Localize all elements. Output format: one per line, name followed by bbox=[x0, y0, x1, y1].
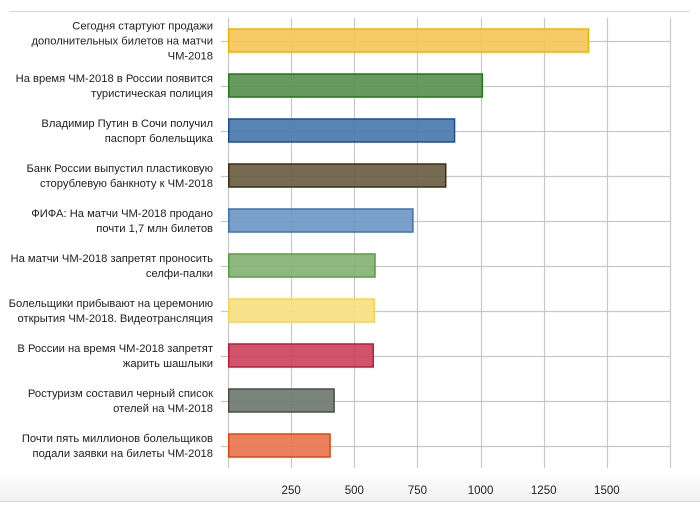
x-axis-band bbox=[0, 472, 700, 502]
category-labels: Сегодня стартуют продажи дополнительных б… bbox=[9, 21, 214, 461]
bar-7[interactable] bbox=[228, 298, 375, 323]
category-label-line: На время ЧМ-2018 в России появится bbox=[16, 73, 213, 85]
category-label-line: Болельщики прибывают на церемонию bbox=[9, 298, 213, 310]
bar-9[interactable] bbox=[228, 388, 335, 413]
x-tick-label: 500 bbox=[345, 485, 364, 497]
bar-4[interactable] bbox=[228, 163, 447, 188]
category-label-line: туристическая полиция bbox=[91, 88, 213, 100]
category-label-line: Ростуризм составил черный список bbox=[28, 388, 213, 400]
category-label: Владимир Путин в Сочи получил паспорт бол… bbox=[41, 118, 213, 145]
category-label: На время ЧМ-2018 в России появится турист… bbox=[16, 73, 213, 100]
bar-2[interactable] bbox=[228, 73, 484, 98]
x-tick-label: 1000 bbox=[468, 485, 494, 497]
category-label-line: Почти пять миллионов болельщиков bbox=[22, 433, 213, 445]
category-label-line: паспорт болельщика bbox=[105, 133, 214, 145]
bar-3[interactable] bbox=[228, 118, 456, 143]
category-label-line: сторублевую банкноту к ЧМ-2018 bbox=[40, 178, 213, 190]
x-tick-labels: 250 500 750 1000 1250 1500 bbox=[282, 485, 620, 497]
x-tick-label: 1500 bbox=[594, 485, 620, 497]
x-tick-label: 750 bbox=[408, 485, 427, 497]
bar-5[interactable] bbox=[228, 208, 414, 233]
x-tick-label: 250 bbox=[282, 485, 301, 497]
bar-6[interactable] bbox=[228, 253, 376, 278]
category-label-line: Владимир Путин в Сочи получил bbox=[41, 118, 213, 130]
category-label-line: ФИФА: На матчи ЧМ-2018 продано bbox=[31, 208, 213, 220]
category-label-line: отелей на ЧМ-2018 bbox=[113, 403, 213, 415]
category-label: ФИФА: На матчи ЧМ-2018 продано почти 1,7 … bbox=[31, 208, 213, 235]
category-label-line: почти 1,7 млн билетов bbox=[96, 223, 213, 235]
category-label-line: ЧМ-2018 bbox=[168, 51, 213, 63]
category-label: В России на время ЧМ-2018 запретят жарить… bbox=[17, 343, 213, 370]
category-label-line: В России на время ЧМ-2018 запретят bbox=[17, 343, 213, 355]
category-label-line: Банк России выпустил пластиковую bbox=[26, 163, 213, 175]
x-tick-label: 1250 bbox=[531, 485, 557, 497]
category-label-line: дополнительных билетов на матчи bbox=[31, 36, 213, 48]
bar-10[interactable] bbox=[228, 433, 331, 458]
category-label: Болельщики прибывают на церемонию открыти… bbox=[9, 298, 213, 325]
category-label: Сегодня стартуют продажи дополнительных б… bbox=[31, 21, 213, 63]
category-label-line: подали заявки на билеты ЧМ-2018 bbox=[33, 448, 213, 460]
category-label-line: На матчи ЧМ-2018 запретят проносить bbox=[11, 253, 214, 265]
category-label-line: Сегодня стартуют продажи bbox=[72, 21, 213, 33]
category-label-line: открытия ЧМ-2018. Видеотрансляция bbox=[18, 313, 213, 325]
category-label: Банк России выпустил пластиковую сторубле… bbox=[26, 163, 213, 190]
bar-8[interactable] bbox=[228, 343, 374, 368]
category-label: Ростуризм составил черный список отелей н… bbox=[28, 388, 213, 415]
category-label-line: жарить шашлыки bbox=[123, 358, 213, 370]
top-divider bbox=[10, 11, 690, 12]
category-label: Почти пять миллионов болельщиков подали з… bbox=[22, 433, 213, 460]
bars bbox=[228, 28, 590, 458]
category-label-line: селфи-палки bbox=[146, 268, 213, 280]
bar-1[interactable] bbox=[228, 28, 590, 53]
category-label: На матчи ЧМ-2018 запретят проносить селфи… bbox=[11, 253, 214, 280]
